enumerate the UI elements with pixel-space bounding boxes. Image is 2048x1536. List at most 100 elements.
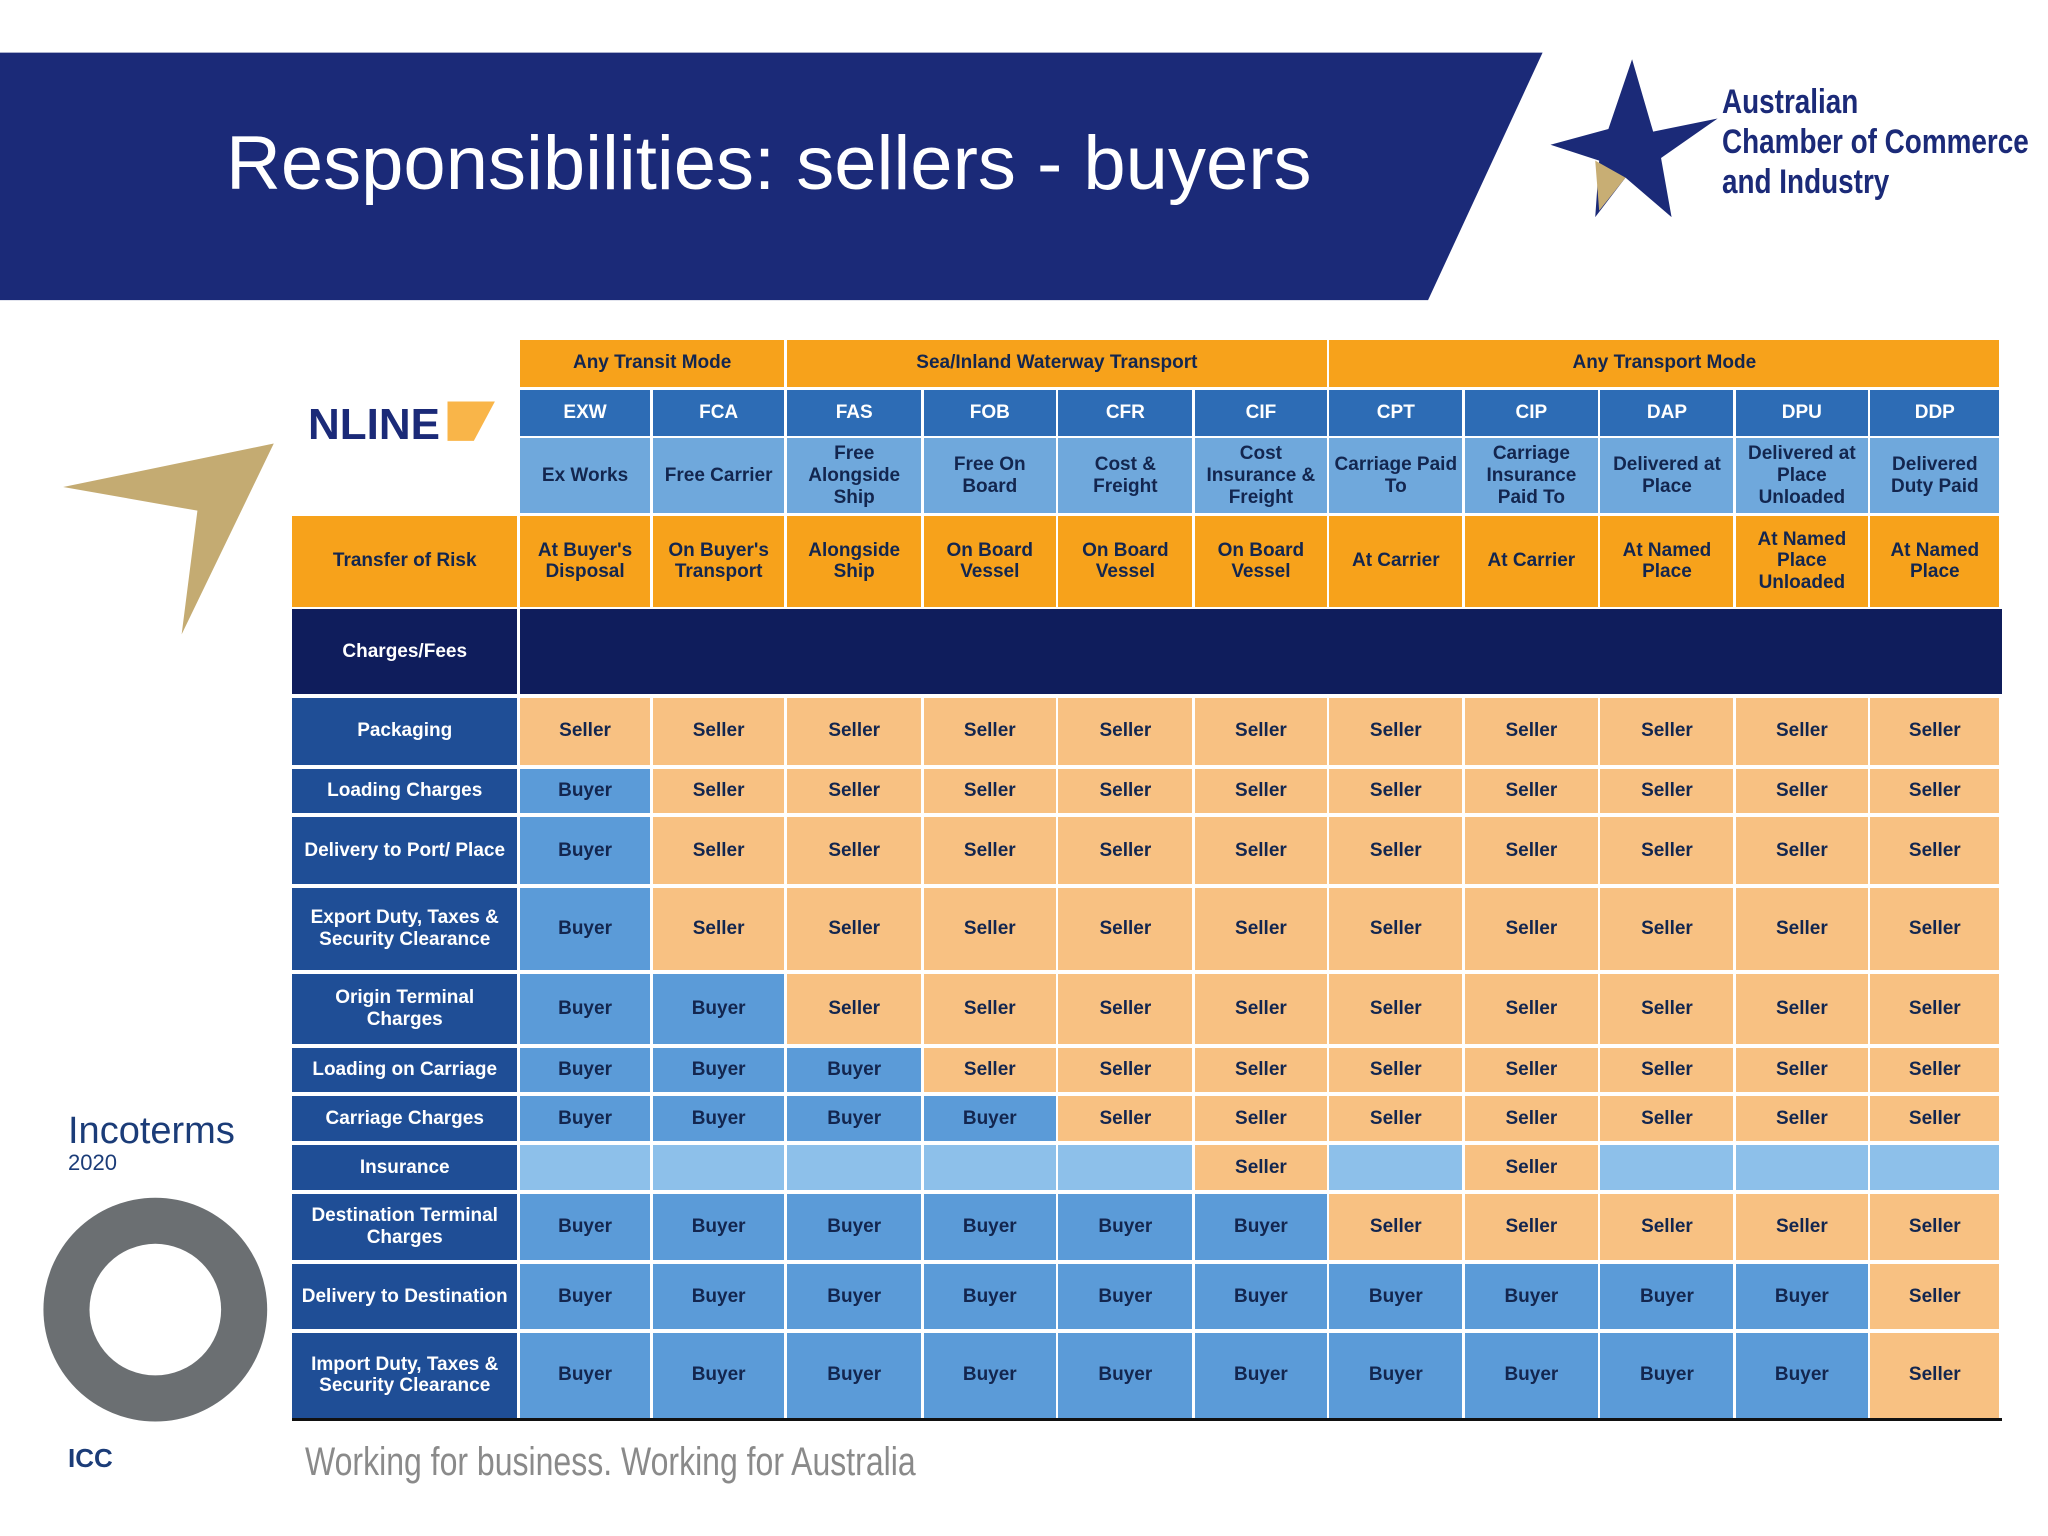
row-label: Import Duty, Taxes & Security Clearance xyxy=(292,1333,518,1418)
term-code: DAP xyxy=(1600,389,1734,436)
responsibility-cell: Seller xyxy=(923,973,1056,1044)
responsibility-cell: Seller xyxy=(1600,1047,1734,1093)
responsibility-cell: Seller xyxy=(1058,973,1193,1044)
responsibility-cell xyxy=(1736,1145,1868,1190)
responsibility-cell: Seller xyxy=(1736,697,1868,765)
term-code: DPU xyxy=(1736,389,1868,436)
risk-cell: At Named Place xyxy=(1600,515,1734,607)
responsibility-cell: Buyer xyxy=(1736,1263,1868,1330)
risk-cell: At Carrier xyxy=(1329,515,1463,607)
responsibility-cell: Seller xyxy=(1058,888,1193,971)
responsibility-cell: Buyer xyxy=(1600,1333,1734,1418)
responsibility-cell: Buyer xyxy=(787,1263,922,1330)
responsibility-cell: Buyer xyxy=(787,1096,922,1142)
responsibility-cell: Seller xyxy=(1870,1333,2000,1418)
risk-cell: On Buyer's Transport xyxy=(652,515,785,607)
row-label: Delivery to Port/ Place xyxy=(292,817,518,885)
book-title: Incoterms xyxy=(68,1110,235,1152)
responsibility-cell: Buyer xyxy=(652,973,785,1044)
responsibility-cell xyxy=(787,1145,922,1190)
charges-label: Charges/Fees xyxy=(292,609,518,694)
responsibility-cell: Buyer xyxy=(519,888,651,971)
responsibility-cell: Buyer xyxy=(652,1096,785,1142)
term-code: FOB xyxy=(923,389,1056,436)
group-header: Any Transit Mode xyxy=(519,339,785,387)
logo-line: Chamber of Commerce xyxy=(1722,123,2029,161)
responsibility-cell: Seller xyxy=(1600,817,1734,885)
responsibility-cell: Seller xyxy=(1329,973,1463,1044)
responsibility-cell: Seller xyxy=(923,768,1056,814)
risk-label: Transfer of Risk xyxy=(292,515,518,607)
responsibility-cell: Buyer xyxy=(519,1263,651,1330)
term-name: Carriage Paid To xyxy=(1329,438,1463,514)
book-cover-center xyxy=(89,1243,222,1376)
row-label: Origin Terminal Charges xyxy=(292,973,518,1044)
responsibility-cell: Buyer xyxy=(652,1263,785,1330)
responsibility-cell: Buyer xyxy=(519,817,651,885)
responsibility-cell: Seller xyxy=(1195,817,1327,885)
risk-cell: On Board Vessel xyxy=(1195,515,1327,607)
responsibility-cell xyxy=(923,1145,1056,1190)
responsibility-cell: Buyer xyxy=(652,1193,785,1260)
responsibility-cell: Seller xyxy=(787,973,922,1044)
responsibility-cell: Seller xyxy=(923,697,1056,765)
responsibility-cell: Buyer xyxy=(1058,1333,1193,1418)
book-year: 2020 xyxy=(68,1150,117,1175)
term-name: Free On Board xyxy=(923,438,1056,514)
responsibility-cell: Buyer xyxy=(519,1096,651,1142)
responsibility-cell xyxy=(1870,1145,2000,1190)
responsibility-cell: Seller xyxy=(923,888,1056,971)
responsibility-cell: Buyer xyxy=(519,973,651,1044)
responsibility-cell: Seller xyxy=(1195,1047,1327,1093)
term-code: CFR xyxy=(1058,389,1193,436)
responsibility-cell: Seller xyxy=(1464,697,1598,765)
term-name: Delivered Duty Paid xyxy=(1870,438,2000,514)
row-label: Loading Charges xyxy=(292,768,518,814)
responsibility-cell: Seller xyxy=(1870,1193,2000,1260)
responsibility-cell: Buyer xyxy=(1464,1263,1598,1330)
responsibility-cell: Buyer xyxy=(1195,1333,1327,1418)
responsibility-cell: Buyer xyxy=(1736,1333,1868,1418)
responsibility-cell: Seller xyxy=(1870,768,2000,814)
term-name: Carriage Insurance Paid To xyxy=(1464,438,1598,514)
responsibility-cell: Seller xyxy=(1329,1193,1463,1260)
arrow-decoration xyxy=(63,443,274,635)
responsibility-cell: Buyer xyxy=(652,1047,785,1093)
group-header: Any Transport Mode xyxy=(1329,339,2000,387)
table-rule xyxy=(292,1417,2002,1422)
responsibility-cell: Seller xyxy=(1736,888,1868,971)
row-label: Carriage Charges xyxy=(292,1096,518,1142)
brand-mark xyxy=(447,401,495,441)
risk-cell: At Named Place Unloaded xyxy=(1736,515,1868,607)
responsibility-cell: Seller xyxy=(1058,1047,1193,1093)
logo-line: and Industry xyxy=(1722,163,1890,201)
responsibility-cell xyxy=(1058,1145,1193,1190)
term-code: CIF xyxy=(1195,389,1327,436)
responsibility-cell: Seller xyxy=(652,888,785,971)
responsibility-cell xyxy=(1329,1145,1463,1190)
responsibility-cell: Seller xyxy=(1464,1193,1598,1260)
row-label: Delivery to Destination xyxy=(292,1263,518,1330)
responsibility-cell: Seller xyxy=(1329,888,1463,971)
responsibility-cell: Seller xyxy=(1464,1047,1598,1093)
responsibility-cell: Seller xyxy=(1870,888,2000,971)
term-name: Free Carrier xyxy=(652,438,785,514)
responsibility-cell: Seller xyxy=(787,817,922,885)
responsibility-cell: Seller xyxy=(1195,768,1327,814)
responsibility-cell: Seller xyxy=(1329,1047,1463,1093)
responsibility-cell: Seller xyxy=(1195,1096,1327,1142)
responsibility-cell: Buyer xyxy=(787,1333,922,1418)
responsibility-cell: Buyer xyxy=(787,1047,922,1093)
responsibility-cell: Seller xyxy=(1600,697,1734,765)
responsibility-cell: Seller xyxy=(1058,768,1193,814)
responsibility-cell: Seller xyxy=(1736,1193,1868,1260)
logo-text: Australian Chamber of Commerce and Indus… xyxy=(1722,82,2029,202)
responsibility-cell: Seller xyxy=(1329,768,1463,814)
responsibility-cell: Seller xyxy=(1195,697,1327,765)
charges-band xyxy=(519,609,2002,694)
group-header: Sea/Inland Waterway Transport xyxy=(787,339,1327,387)
risk-cell: At Buyer's Disposal xyxy=(519,515,651,607)
responsibility-cell: Buyer xyxy=(1195,1193,1327,1260)
